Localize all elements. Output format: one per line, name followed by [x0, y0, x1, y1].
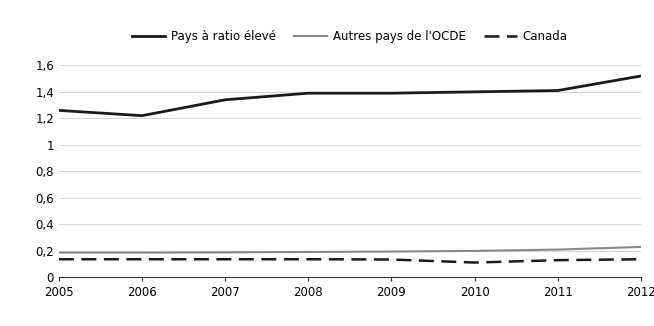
- Legend: Pays à ratio élevé, Autres pays de l'OCDE, Canada: Pays à ratio élevé, Autres pays de l'OCD…: [128, 25, 572, 48]
